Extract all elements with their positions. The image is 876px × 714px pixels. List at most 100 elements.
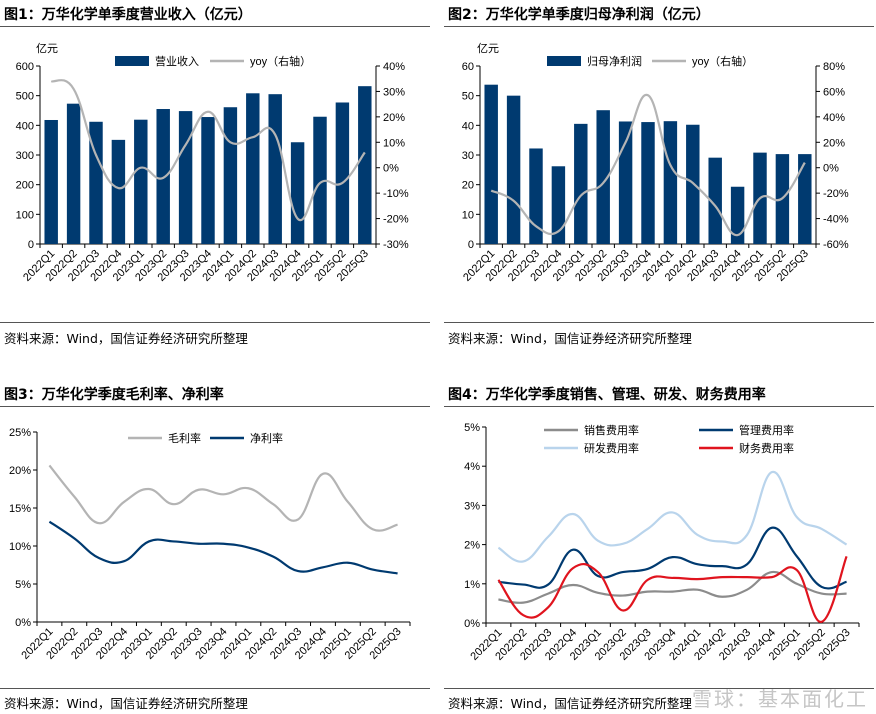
y-axis-label: 亿元 [477, 42, 499, 55]
source-note: 资料来源：Wind，国信证券经济研究所整理 [4, 331, 248, 346]
bar [156, 109, 170, 245]
chart-4-svg: 0%1%2%3%4%5%2022Q12022Q22022Q32022Q42023… [464, 422, 860, 663]
y2-tick-label: -10% [383, 188, 409, 200]
legend-label: 销售费用率 [584, 423, 639, 437]
bar [246, 93, 260, 244]
y2-tick-label: 40% [823, 112, 845, 124]
y-tick-label: 60 [462, 61, 474, 73]
y-tick-label: 15% [9, 503, 31, 515]
bar [134, 119, 148, 244]
bar [223, 107, 238, 244]
y-tick-label: 5% [15, 579, 31, 591]
bar [551, 166, 566, 244]
source-note: 资料来源：Wind，国信证券经济研究所整理 [448, 696, 692, 711]
bar [290, 142, 305, 244]
legend-label: 净利率 [250, 431, 283, 445]
y-tick-label: 10 [462, 209, 474, 221]
series-line [498, 526, 847, 590]
y-tick-label: 200 [16, 180, 34, 192]
divider [0, 26, 430, 27]
divider [0, 406, 430, 407]
legend-label: 研发费用率 [584, 441, 639, 455]
y-tick-label: 500 [16, 91, 34, 103]
y-tick-label: 100 [16, 209, 34, 221]
legend-swatch [115, 56, 149, 66]
bar [313, 116, 327, 244]
y-tick-label: 30 [462, 150, 474, 162]
bar [111, 139, 126, 244]
y2-tick-label: 80% [823, 61, 845, 73]
legend-swatch [547, 56, 581, 66]
chart-title: 图4：万华化学季度销售、管理、研发、财务费用率 [448, 387, 766, 403]
y-tick-label: 0% [15, 617, 31, 629]
chart-3-svg: 0%5%10%15%20%25%2022Q12022Q22022Q32022Q4… [9, 427, 411, 662]
y2-tick-label: 20% [823, 137, 845, 149]
bar [268, 94, 282, 244]
y-tick-label: 1% [464, 579, 480, 591]
bar [484, 84, 498, 244]
y2-tick-label: 30% [383, 86, 405, 98]
divider [444, 322, 874, 323]
legend-label: 财务费用率 [739, 441, 794, 455]
y-tick-label: 400 [16, 120, 34, 132]
bar [641, 122, 655, 244]
y2-tick-label: -60% [823, 239, 849, 251]
bar [596, 110, 610, 244]
legend-label: 毛利率 [168, 431, 201, 445]
chart-title: 图1：万华化学单季度营业收入（亿元） [4, 7, 252, 23]
bar [708, 157, 722, 244]
bar [335, 102, 350, 245]
y-tick-label: 20% [9, 465, 31, 477]
y2-tick-label: 20% [383, 112, 405, 124]
legend-label: 归母净利润 [587, 54, 642, 68]
y-axis-label: 亿元 [36, 42, 58, 55]
bar [506, 95, 521, 245]
y-tick-label: 0 [468, 239, 474, 251]
bar [358, 86, 372, 244]
y2-tick-label: 40% [383, 61, 405, 73]
bar [44, 119, 58, 244]
legend-label: yoy（右轴） [250, 54, 311, 68]
watermark: 雪球：基本面化工 [692, 687, 868, 711]
divider [444, 406, 874, 407]
divider [0, 688, 430, 689]
y2-tick-label: -20% [823, 188, 849, 200]
source-note: 资料来源：Wind，国信证券经济研究所整理 [448, 331, 692, 346]
y2-tick-label: 10% [383, 137, 405, 149]
chart-title: 图3：万华化学季度毛利率、净利率 [4, 387, 224, 403]
panel-chart-4: 图4：万华化学季度销售、管理、研发、财务费用率 0% 1% 2% 3% 4% 5% 2022… [444, 380, 874, 714]
bar [201, 117, 215, 244]
series-line [498, 570, 847, 604]
bar [178, 111, 193, 245]
y-tick-label: 25% [9, 427, 31, 439]
bar [618, 121, 633, 244]
y2-tick-label: 60% [823, 86, 845, 98]
bar [529, 148, 543, 244]
bar [574, 123, 588, 244]
bar [663, 121, 678, 244]
y2-tick-label: -30% [383, 239, 409, 251]
y-tick-label: 50 [462, 91, 474, 103]
y-tick-label: 0% [464, 618, 480, 630]
series-line [48, 520, 398, 575]
series-line [497, 555, 848, 623]
source-note: 资料来源：Wind，国信证券经济研究所整理 [4, 696, 248, 711]
bar [66, 103, 81, 244]
y-tick-label: 600 [16, 61, 34, 73]
bar [89, 121, 103, 244]
y-tick-label: 5% [464, 422, 480, 434]
series-line [48, 464, 398, 532]
y-tick-label: 0 [28, 239, 34, 251]
y-tick-label: 40 [462, 120, 474, 132]
legend-label: yoy（右轴） [692, 54, 753, 68]
chart-title: 图2：万华化学单季度归母净利润（亿元） [448, 7, 710, 23]
y-tick-label: 20 [462, 180, 474, 192]
divider [444, 688, 874, 689]
bar [730, 186, 745, 244]
y-tick-label: 2% [464, 540, 480, 552]
y-tick-label: 4% [464, 461, 480, 473]
series-line [497, 470, 848, 563]
y-tick-label: 300 [16, 150, 34, 162]
